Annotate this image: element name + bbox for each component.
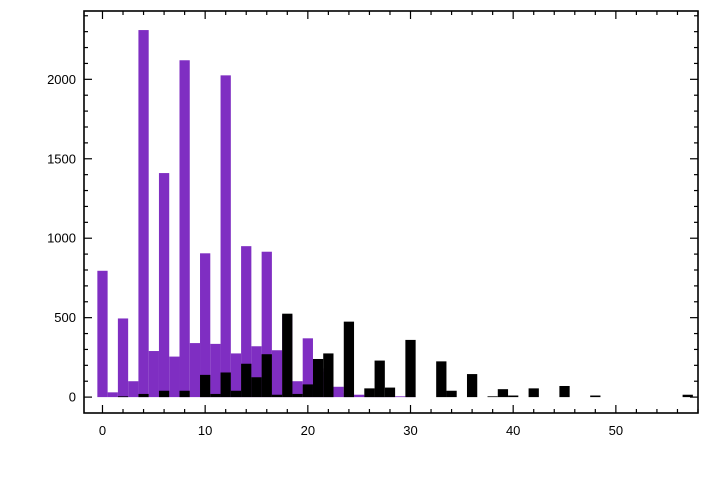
histogram-bar-series-2-x-13 [230, 390, 242, 398]
histogram-bar-series-2-x-38 [487, 396, 498, 398]
histogram-bar-series-1-x-1 [107, 392, 118, 398]
x-tick-label: 0 [99, 423, 106, 438]
histogram-bar-series-2-x-16 [261, 354, 272, 398]
histogram-bar-series-1-x-25 [354, 394, 365, 398]
histogram-bar-series-2-x-39 [497, 389, 509, 398]
x-tick-label: 30 [403, 423, 417, 438]
histogram-bar-series-1-x-12 [220, 75, 231, 398]
histogram-bar-series-1-x-17 [271, 350, 283, 398]
y-tick-label: 2000 [47, 72, 76, 87]
histogram-bar-series-2-x-48 [590, 395, 601, 398]
histogram-bar-series-1-x-4 [138, 30, 149, 398]
x-tick-label: 20 [301, 423, 315, 438]
histogram-bar-series-2-x-14 [241, 363, 252, 398]
histogram-bar-series-1-x-8 [179, 60, 190, 398]
plot-frame [83, 10, 699, 414]
histogram-bar-series-2-x-12 [220, 372, 231, 398]
histogram-bar-series-2-x-30 [405, 339, 416, 398]
histogram-bar-series-2-x-28 [384, 387, 396, 398]
histogram-bar-series-2-x-10 [200, 374, 211, 398]
y-tick-label: 1500 [47, 151, 76, 166]
histogram-bar-series-1-x-20 [302, 338, 313, 398]
histogram-bar-series-2-x-19 [292, 393, 303, 398]
histogram-bar-series-2-x-34 [446, 390, 457, 398]
y-tick-label: 500 [54, 310, 76, 325]
histogram-bar-series-2-x-26 [364, 388, 375, 398]
histogram-bar-series-2-x-42 [528, 388, 539, 398]
histogram-bar-series-1-x-13 [230, 353, 242, 398]
histogram-bar-series-2-x-6 [158, 390, 170, 398]
histogram-bar-series-1-x-14 [241, 246, 252, 398]
histogram-bar-series-1-x-2 [117, 318, 129, 398]
x-tick-label: 50 [609, 423, 623, 438]
histogram-bar-series-2-x-17 [271, 394, 283, 398]
histogram-bar-series-2-x-36 [466, 374, 478, 398]
histogram-bar-series-2-x-24 [343, 321, 355, 398]
histogram-bar-series-1-x-7 [169, 356, 180, 398]
y-tick-label: 1000 [47, 231, 76, 246]
histogram-bar-series-1-x-16 [261, 251, 272, 398]
histogram-bar-series-2-x-8 [179, 390, 190, 398]
histogram-bar-series-2-x-22 [323, 353, 334, 398]
histogram-bar-series-2-x-2 [117, 396, 129, 398]
histogram-bar-series-1-x-0 [97, 270, 108, 398]
histogram-bar-series-1-x-10 [200, 253, 211, 398]
y-tick-label: 0 [69, 390, 76, 405]
bars-layer [97, 30, 693, 398]
histogram-bar-series-1-x-11 [210, 343, 221, 398]
histogram-bar-series-2-x-27 [374, 360, 385, 398]
histogram-bar-series-1-x-3 [128, 381, 139, 398]
histogram-bar-series-1-x-29 [395, 396, 406, 398]
ticks-layer [84, 11, 699, 413]
histogram-bar-series-1-x-6 [158, 173, 170, 398]
x-tick-label: 10 [198, 423, 212, 438]
histogram-bar-series-2-x-4 [138, 393, 149, 398]
histogram-bar-series-2-x-11 [210, 393, 221, 398]
histogram-bar-series-1-x-23 [333, 386, 344, 398]
histogram-bar-series-2-x-21 [312, 358, 324, 398]
histogram-bar-series-2-x-33 [436, 361, 447, 398]
histogram-bar-series-2-x-45 [559, 385, 570, 398]
histogram-bar-series-2-x-40 [508, 395, 519, 398]
histogram-bar-series-2-x-20 [302, 384, 313, 398]
histogram-bar-series-2-x-15 [251, 377, 262, 398]
histogram-bar-series-1-x-9 [189, 343, 201, 398]
x-tick-label: 40 [506, 423, 520, 438]
histogram-bar-series-2-x-18 [282, 313, 293, 398]
histogram-bar-series-1-x-15 [251, 346, 262, 398]
histogram-bar-series-1-x-19 [292, 381, 303, 398]
histogram-bar-series-1-x-5 [148, 351, 159, 398]
histogram-bar-series-2-x-57 [682, 394, 693, 398]
